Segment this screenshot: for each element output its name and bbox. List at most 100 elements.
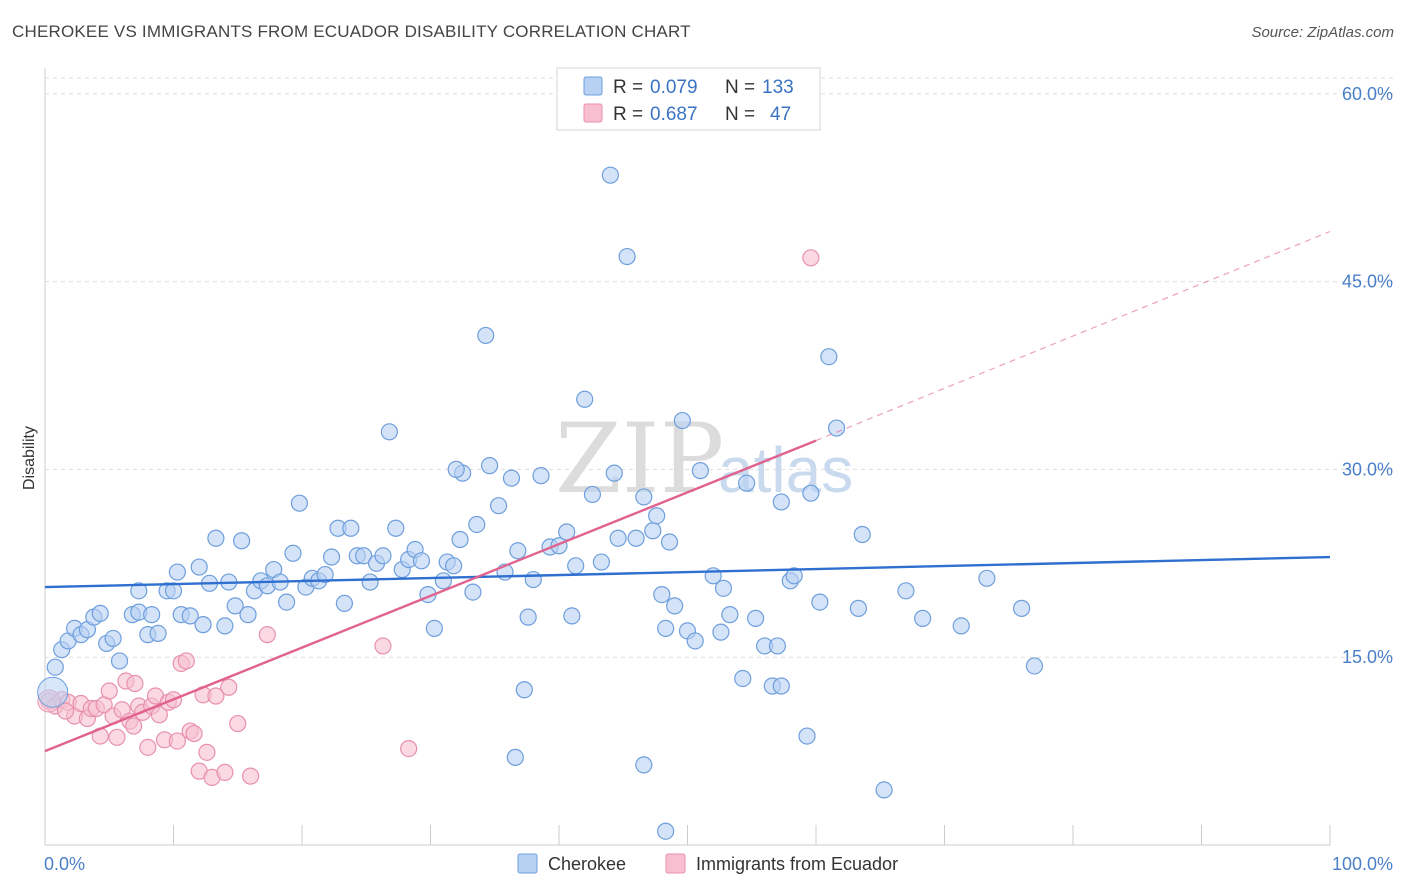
cherokee-point-21 <box>181 607 199 625</box>
cherokee-point-48 <box>355 547 373 565</box>
ecuador-point-42 <box>400 739 418 758</box>
chart-title: CHEROKEE VS IMMIGRANTS FROM ECUADOR DISA… <box>12 22 691 41</box>
cherokee-point-84 <box>592 553 611 571</box>
ecuador-point-29 <box>177 652 195 670</box>
cherokee-point-94 <box>657 619 675 637</box>
cherokee-point-59 <box>425 619 443 637</box>
cherokee-point-124 <box>952 617 970 635</box>
cherokee-point-85 <box>601 166 620 184</box>
cherokee-point-117 <box>820 348 838 366</box>
cherokee-point-87 <box>609 529 627 547</box>
cherokee-point-103 <box>714 579 733 597</box>
cherokee-point-121 <box>875 781 893 799</box>
cherokee-point-72 <box>509 542 527 560</box>
cherokee-point-119 <box>849 599 868 617</box>
cherokee-point-130 <box>657 822 675 840</box>
cherokee-point-122 <box>897 582 915 600</box>
y-tick-label-1: 30.0% <box>1342 459 1393 479</box>
y-tick-labels: 15.0% 30.0% 45.0% 60.0% <box>1342 84 1393 667</box>
ecuador-point-40 <box>258 626 276 644</box>
cherokee-point-97 <box>673 411 691 430</box>
cherokee-point-73 <box>515 681 533 699</box>
ecuador-point-23 <box>150 706 168 724</box>
cherokee-point-125 <box>978 569 996 587</box>
cherokee-point-10 <box>110 652 129 670</box>
cherokee-point-88 <box>618 247 636 266</box>
trend-lines <box>44 230 1331 753</box>
cherokee-point-28 <box>226 597 244 615</box>
cherokee-point-19 <box>168 563 186 581</box>
x-tick-labels: 0.0% 100.0% <box>44 854 1393 874</box>
cherokee-point-86 <box>605 464 623 482</box>
legend-n-value-2: 47 <box>770 104 791 125</box>
axes <box>44 68 1331 846</box>
ecuador-point-20 <box>139 738 157 756</box>
cherokee-point-90 <box>635 488 653 506</box>
legend-r-label-1: R = <box>613 77 643 98</box>
cherokee-point-38 <box>290 494 309 512</box>
cherokee-point-75 <box>524 570 542 589</box>
cherokee-point-91 <box>644 522 662 540</box>
cherokee-point-96 <box>666 597 684 615</box>
x-tick-label-0: 0.0% <box>44 854 85 874</box>
cherokee-cluster-point <box>37 676 69 708</box>
ecuador-point-36 <box>216 763 234 781</box>
y-tick-label-2: 45.0% <box>1342 272 1393 292</box>
ecuador-point-17 <box>126 674 144 693</box>
bottom-legend-swatch-ecuador <box>665 853 686 874</box>
cherokee-point-63 <box>451 530 469 549</box>
cherokee-point-80 <box>563 607 581 625</box>
cherokee-point-127 <box>1025 657 1044 675</box>
cherokee-point-62 <box>445 557 463 575</box>
ecuador-point-34 <box>198 743 216 761</box>
cherokee-point-37 <box>284 544 302 562</box>
cherokee-point-13 <box>130 582 148 600</box>
cherokee-point-71 <box>502 469 521 487</box>
cherokee-point-100 <box>691 462 709 480</box>
ecuador-point-37 <box>220 678 238 696</box>
cherokee-trend-line <box>44 555 1331 589</box>
cherokee-point-16 <box>149 624 167 643</box>
stats-legend: R = 0.079 N = 133 R = 0.687 N = 47 <box>556 67 821 131</box>
cherokee-point-0 <box>46 658 64 676</box>
cherokee-point-7 <box>91 604 109 622</box>
cherokee-point-46 <box>342 519 360 537</box>
cherokee-point-60 <box>434 572 452 590</box>
ecuador-series <box>37 249 820 786</box>
cherokee-point-69 <box>490 497 508 515</box>
cherokee-point-93 <box>653 585 671 604</box>
ecuador-trend-line <box>44 439 817 753</box>
cherokee-point-83 <box>583 485 602 504</box>
cherokee-point-45 <box>335 594 354 612</box>
cherokee-point-132 <box>447 460 465 478</box>
series-legend: Cherokee Immigrants from Ecuador <box>517 853 898 874</box>
bottom-legend-ecuador: Immigrants from Ecuador <box>696 854 898 874</box>
cherokee-point-120 <box>853 525 871 544</box>
cherokee-point-123 <box>914 609 932 627</box>
ecuador-trend-extension <box>815 230 1331 442</box>
cherokee-point-126 <box>1012 599 1031 617</box>
x-tick-label-1: 100.0% <box>1332 854 1393 874</box>
cherokee-point-36 <box>277 593 296 611</box>
cherokee-point-118 <box>827 419 846 437</box>
cherokee-point-128 <box>506 748 524 766</box>
cherokee-point-92 <box>648 507 666 525</box>
cherokee-point-113 <box>785 567 803 585</box>
cherokee-point-89 <box>627 529 645 547</box>
cherokee-point-30 <box>239 606 257 624</box>
cherokee-point-15 <box>143 606 161 624</box>
cherokee-point-129 <box>635 756 653 774</box>
source-label: Source: ZipAtlas.com <box>1251 24 1394 41</box>
cherokee-point-57 <box>412 552 431 570</box>
legend-n-value-1: 133 <box>762 77 794 98</box>
cherokee-point-95 <box>660 533 679 551</box>
cherokee-point-74 <box>519 608 537 626</box>
cherokee-point-65 <box>464 583 482 601</box>
bottom-legend-cherokee: Cherokee <box>548 854 626 874</box>
legend-r-value-1: 0.079 <box>650 77 698 98</box>
y-axis-label: Disability <box>21 426 38 490</box>
cherokee-point-23 <box>194 616 212 634</box>
legend-r-label-2: R = <box>613 104 643 125</box>
y-tick-label-3: 60.0% <box>1342 84 1393 104</box>
legend-swatch-cherokee <box>583 76 603 96</box>
